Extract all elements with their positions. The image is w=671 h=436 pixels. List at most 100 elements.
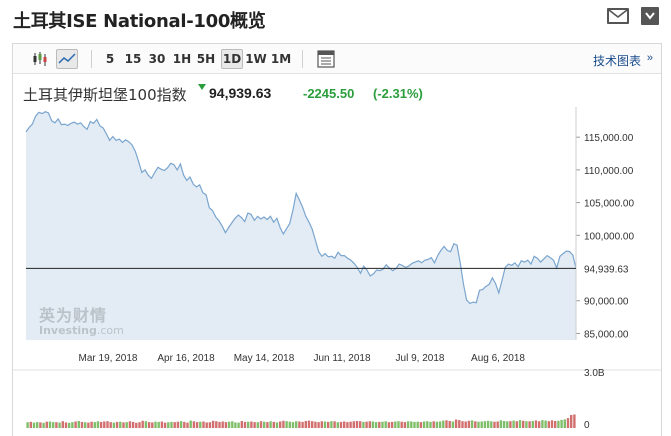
volume-bar — [301, 421, 304, 428]
volume-bar — [371, 421, 375, 428]
price-chart[interactable]: 115,000.00 110,000.00 105,000.00 100,000.00… — [13, 44, 661, 436]
volume-bar — [432, 421, 435, 428]
volume-bar — [282, 420, 285, 428]
price-area — [25, 111, 577, 340]
toolbar-divider — [302, 50, 303, 68]
chevron-right-icon[interactable]: » — [646, 52, 653, 64]
volume-bar — [189, 420, 192, 428]
volume-bar — [320, 421, 323, 428]
interval-15[interactable]: 15 — [124, 52, 142, 66]
volume-bar — [48, 421, 52, 428]
chart-toolbar: 5 15 30 1H 5H 1D 1W 1M 技术图表 » — [13, 44, 661, 74]
volume-bar — [52, 422, 55, 428]
interval-5h[interactable]: 5H — [196, 52, 216, 66]
volume-bar — [263, 421, 266, 428]
interval-1m[interactable]: 1M — [270, 52, 292, 66]
volume-bar — [176, 421, 180, 428]
volume-bar — [208, 422, 212, 428]
volume-bar — [186, 422, 189, 428]
volume-bar — [525, 421, 528, 428]
y-tick-label: 85,000.00 — [584, 329, 629, 340]
watermark-logo: 英为财情 Investing.com — [39, 302, 124, 337]
volume-bar — [474, 421, 477, 428]
volume-bar — [419, 422, 423, 428]
volume-bar — [470, 420, 474, 428]
volume-bar — [77, 421, 80, 428]
price-change-percent: (-2.31%) — [373, 86, 423, 101]
y-tick-label: 100,000.00 — [584, 231, 634, 242]
volume-bar — [195, 422, 199, 428]
mail-icon[interactable] — [606, 6, 630, 26]
volume-bar — [154, 421, 157, 428]
volume-bar — [80, 421, 84, 428]
volume-bar — [467, 420, 471, 428]
page-title: 土耳其ISE National-100概览 — [13, 11, 266, 32]
volume-bar — [327, 421, 330, 428]
volume-bar — [259, 421, 263, 428]
volume-bar — [490, 421, 493, 428]
volume-bar — [275, 422, 279, 428]
volume-bar — [199, 421, 202, 428]
volume-bar — [151, 422, 154, 428]
volume-bar — [541, 420, 544, 428]
chart-panel: 5 15 30 1H 5H 1D 1W 1M 技术图表 » 土耳其伊斯 — [12, 43, 662, 436]
volume-bar — [93, 422, 96, 428]
volume-bar — [557, 420, 560, 428]
volume-bar — [531, 421, 534, 428]
volume-bar — [454, 419, 458, 428]
volume-bar — [429, 421, 432, 428]
advanced-chart-link[interactable]: 技术图表 — [592, 54, 641, 68]
expand-arrow-icon[interactable] — [640, 6, 664, 26]
volume-bar — [480, 421, 483, 428]
volume-bar — [147, 422, 151, 428]
interval-1h[interactable]: 1H — [172, 52, 192, 66]
volume-bar — [170, 421, 173, 428]
last-value-label: 94,939.63 — [584, 264, 629, 275]
volume-bar — [314, 421, 317, 428]
volume-bar — [221, 421, 224, 428]
interval-30[interactable]: 30 — [148, 52, 166, 66]
volume-bar — [99, 421, 103, 428]
interval-1w[interactable]: 1W — [245, 52, 267, 66]
volume-bar — [570, 415, 573, 428]
table-icon[interactable] — [315, 49, 337, 69]
volume-bar — [378, 421, 381, 428]
volume-bar — [84, 422, 87, 428]
x-tick-label: Mar 19, 2018 — [79, 353, 138, 364]
volume-bar — [515, 421, 518, 428]
volume-bar — [518, 420, 522, 428]
volume-bar — [68, 422, 71, 428]
volume-bar — [160, 421, 164, 428]
volume-bar — [266, 422, 269, 428]
volume-bar — [365, 421, 368, 428]
volume-bar — [218, 421, 221, 428]
x-tick-label: Jul 9, 2018 — [396, 353, 445, 364]
volume-bar — [550, 420, 554, 428]
volume-bar — [119, 421, 122, 428]
interval-5[interactable]: 5 — [105, 52, 115, 66]
volume-bar — [384, 421, 387, 428]
down-triangle-icon — [198, 84, 206, 90]
volume-bar — [410, 421, 413, 428]
volume-bar — [413, 421, 416, 428]
line-chart-icon[interactable] — [56, 49, 78, 69]
volume-bar — [26, 422, 29, 428]
volume-bar — [323, 421, 327, 428]
volume-bar — [74, 421, 77, 428]
volume-bar — [87, 422, 90, 428]
volume-bar — [29, 421, 32, 428]
x-tick-label: Aug 6, 2018 — [471, 353, 525, 364]
volume-bar — [58, 422, 61, 428]
candlestick-icon[interactable] — [31, 49, 49, 69]
volume-bar — [138, 422, 141, 428]
interval-1d[interactable]: 1D — [221, 49, 243, 69]
volume-bar — [163, 422, 167, 428]
volume-bar — [256, 422, 259, 428]
volume-bar — [400, 421, 403, 428]
volume-bar — [333, 421, 336, 428]
volume-bar — [339, 421, 343, 428]
volume-bar — [486, 420, 490, 428]
volume-bar — [106, 421, 109, 428]
volume-bar — [403, 422, 407, 428]
